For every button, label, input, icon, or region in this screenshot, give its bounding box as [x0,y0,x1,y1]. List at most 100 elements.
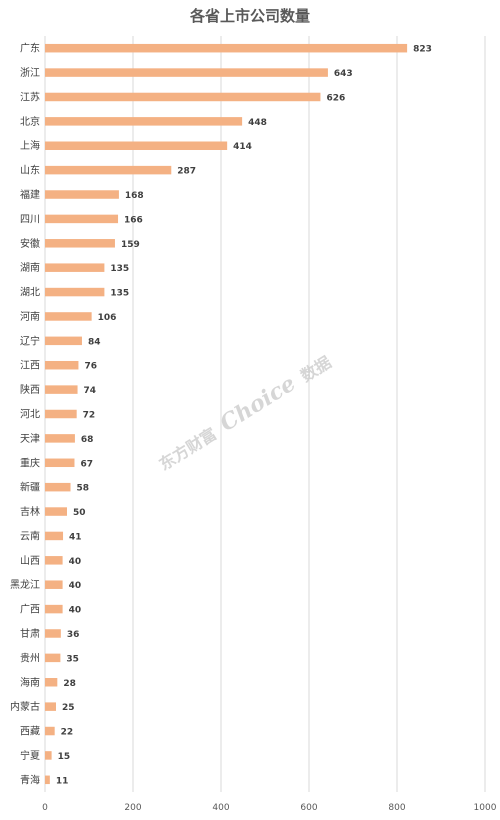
category-label: 甘肃 [20,627,40,640]
bar-20 [45,531,64,541]
bar-14 [45,385,78,394]
value-label: 168 [125,191,144,201]
value-label: 40 [69,557,82,567]
bar-0 [45,43,408,53]
x-tick-label: 600 [300,803,317,813]
bar-25 [45,653,61,663]
bar-8 [45,239,115,248]
bar-6 [45,190,119,199]
category-label: 西藏 [20,726,40,738]
watermark-text-3: 数据 [297,353,334,386]
bar-2 [45,92,321,102]
value-label: 40 [69,606,82,616]
bar-24 [45,629,61,638]
category-label: 重庆 [20,456,40,469]
category-label: 安徽 [20,237,40,250]
value-labels: 823 643 626 448 414 287 168 166 159 135 135 106 84 76… [56,45,432,787]
category-label: 海南 [20,676,40,689]
value-label: 68 [81,435,94,445]
bar-19 [45,507,67,516]
category-label: 吉林 [20,505,40,518]
value-label: 36 [67,630,80,640]
category-label: 辽宁 [20,334,40,347]
category-label: 福建 [20,188,40,201]
watermark: 东方财富 Choice 数据 [153,348,336,476]
value-label: 22 [61,728,74,738]
category-label: 广东 [20,42,40,55]
bar-3 [45,117,243,126]
value-label: 643 [334,69,353,79]
category-label: 贵州 [20,651,40,664]
category-label: 河南 [20,310,40,323]
bar-28 [45,726,55,736]
category-label: 上海 [20,139,40,152]
bar-9 [45,263,105,272]
value-label: 76 [84,362,97,372]
category-label: 宁夏 [20,749,40,762]
category-label: 陕西 [20,383,40,396]
bar-18 [45,482,71,492]
bar-4 [45,141,228,150]
value-label: 50 [73,508,86,518]
category-label: 黑龙江 [10,578,40,591]
category-labels: 广东浙江江苏北京上海山东福建四川安徽湖南湖北河南辽宁江西陕西河北天津重庆新疆吉林… [10,42,40,787]
value-label: 58 [77,484,90,494]
value-label: 11 [56,776,69,786]
value-label: 448 [248,118,267,128]
category-label: 广西 [20,604,40,616]
x-tick-label: 800 [388,803,405,813]
bar-26 [45,678,58,687]
bar-22 [45,580,63,589]
grid-lines [44,36,486,792]
bar-21 [45,556,63,565]
value-label: 135 [110,289,129,299]
bar-10 [45,287,105,297]
bar-15 [45,409,77,419]
category-label: 新疆 [20,481,40,494]
category-label: 湖北 [20,287,40,299]
svg-text:东方财富 Choice 数据: 东方财富 Choice 数据 [153,348,336,476]
bar-30 [45,775,50,785]
category-label: 青海 [20,773,40,786]
value-label: 626 [326,93,345,103]
category-label: 云南 [20,529,40,542]
value-label: 287 [177,167,196,177]
x-tick-label: 0 [42,803,48,813]
value-label: 135 [110,264,129,274]
value-label: 72 [83,411,96,421]
x-tick-label: 400 [212,803,229,813]
value-label: 106 [98,313,117,323]
value-label: 74 [84,386,97,396]
category-label: 浙江 [20,67,40,79]
bar-23 [45,604,63,614]
bar-16 [45,434,75,443]
x-axis-ticks: 0 200 400 600 800 1000 [42,803,497,813]
bar-17 [45,458,75,468]
value-label: 28 [63,679,76,689]
value-label: 35 [66,654,79,664]
x-tick-label: 1000 [474,803,497,813]
bar-1 [45,68,328,77]
watermark-text-1: 东方财富 [156,424,220,474]
watermark-text-2: Choice [215,370,300,437]
bar-27 [45,702,56,711]
chart-title: 各省上市公司数量 [189,7,310,25]
category-label: 河北 [20,409,40,421]
value-label: 166 [124,215,143,225]
category-label: 山西 [20,555,40,567]
value-label: 823 [413,45,432,55]
value-label: 84 [88,337,101,347]
bar-11 [45,312,92,321]
bar-13 [45,360,79,370]
x-tick-label: 200 [124,803,141,813]
category-label: 四川 [20,214,40,225]
category-label: 湖南 [20,261,40,274]
value-label: 25 [62,703,75,713]
category-label: 山东 [20,164,40,177]
value-label: 41 [69,532,82,542]
category-label: 天津 [20,433,40,445]
bar-5 [45,165,172,175]
value-label: 15 [58,752,71,762]
value-label: 40 [69,581,82,591]
